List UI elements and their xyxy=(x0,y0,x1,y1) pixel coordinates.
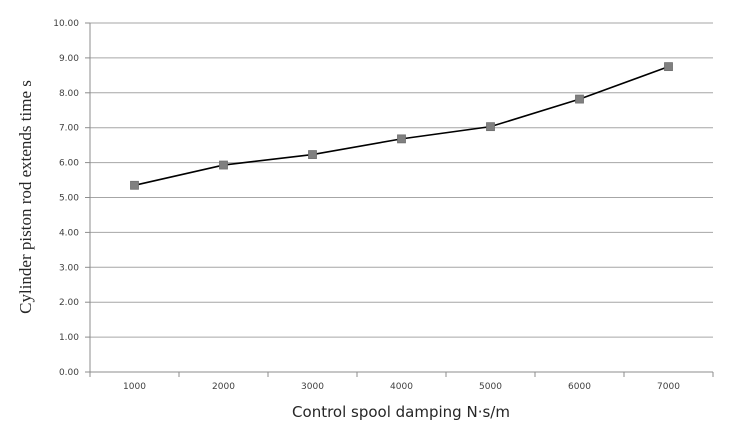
x-tick-label: 2000 xyxy=(212,382,235,392)
y-tick-label: 9.00 xyxy=(59,54,79,64)
y-tick-label: 5.00 xyxy=(59,194,79,204)
axes xyxy=(85,22,714,377)
y-tick-label: 0.00 xyxy=(59,368,79,378)
x-axis-title: Control spool damping N·s/m xyxy=(292,403,510,421)
y-tick-label: 4.00 xyxy=(59,228,79,238)
x-tick-labels: 1000 2000 3000 4000 5000 6000 7000 xyxy=(123,382,680,392)
y-axis-title: Cylinder piston rod extends time s xyxy=(16,80,35,314)
data-point xyxy=(219,160,228,170)
x-tick-label: 1000 xyxy=(123,382,146,392)
y-tick-label: 10.00 xyxy=(53,19,79,29)
data-point xyxy=(575,94,584,104)
gridlines xyxy=(90,22,713,338)
x-tick-label: 6000 xyxy=(568,382,591,392)
data-point xyxy=(397,134,406,144)
series-lines xyxy=(134,65,669,187)
data-point xyxy=(308,150,317,159)
y-tick-label: 7.00 xyxy=(59,124,79,134)
data-point xyxy=(130,180,139,190)
series-markers xyxy=(130,62,673,190)
data-point xyxy=(664,62,673,72)
x-tick-label: 5000 xyxy=(479,382,502,392)
x-tick-label: 4000 xyxy=(390,382,413,392)
data-point xyxy=(486,122,495,132)
y-tick-label: 3.00 xyxy=(59,263,79,273)
y-tick-label: 1.00 xyxy=(59,333,79,343)
x-tick-label: 7000 xyxy=(657,382,680,392)
series-line xyxy=(134,65,669,187)
y-tick-label: 8.00 xyxy=(59,89,79,99)
y-tick-label: 2.00 xyxy=(59,298,79,308)
x-tick-label: 3000 xyxy=(301,382,324,392)
y-tick-labels: 0.00 1.00 2.00 3.00 4.00 5.00 6.00 7.00 8.00 9.00… xyxy=(53,19,79,378)
y-tick-label: 6.00 xyxy=(59,159,79,169)
